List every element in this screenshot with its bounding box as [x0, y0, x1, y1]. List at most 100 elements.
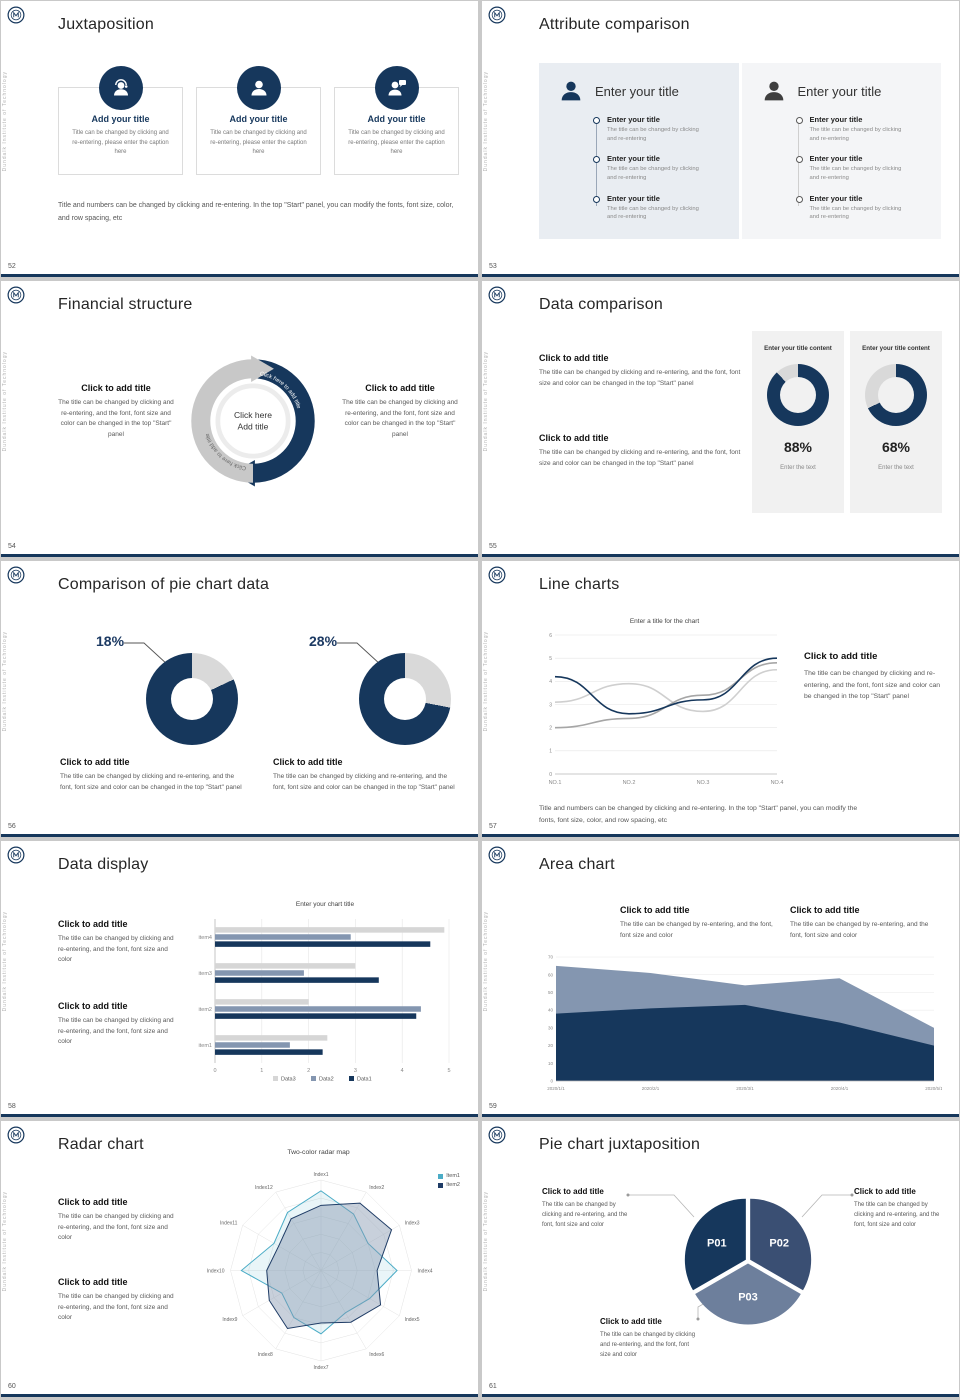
- block-title: Click to add title: [81, 383, 151, 393]
- svg-text:Index2: Index2: [369, 1185, 384, 1191]
- feature-card: Add your title Title can be changed by c…: [334, 66, 459, 175]
- text-block: Click to add title The title can be chan…: [58, 1001, 178, 1048]
- percent-value: 88%: [783, 439, 813, 455]
- card-caption: Title can be changed by clicking and re-…: [348, 130, 445, 156]
- block-title: Click to add title: [790, 905, 860, 915]
- block-title: Click to add title: [620, 905, 690, 915]
- slide-bottom-bar: [1, 834, 478, 837]
- attribute-panel-right: Enter your title Enter your title The ti…: [741, 63, 941, 239]
- svg-text:Index3: Index3: [405, 1220, 420, 1226]
- timeline-item-title: Enter your title: [607, 154, 660, 164]
- svg-text:6: 6: [549, 633, 552, 639]
- slide-60[interactable]: Dundalk Institute of Technology Radar ch…: [1, 1121, 478, 1397]
- university-logo-icon: [488, 6, 506, 24]
- slide-bottom-bar: [1, 274, 478, 277]
- vertical-sidetext: Dundalk Institute of Technology: [2, 631, 8, 732]
- text-block: Click to add title The title can be chan…: [539, 433, 744, 469]
- donut-column: 18% Click to add title The title can be …: [58, 623, 258, 823]
- block-caption: The title can be changed by re-entering,…: [790, 921, 929, 939]
- page-title: Pie chart juxtaposition: [539, 1136, 701, 1153]
- slide-59[interactable]: Dundalk Institute of Technology Area cha…: [482, 841, 959, 1117]
- slide-58[interactable]: Dundalk Institute of Technology Data dis…: [1, 841, 478, 1117]
- chart-title: Two-color radar map: [287, 1149, 350, 1156]
- radar-legend: Item1 Item2: [438, 1173, 460, 1191]
- text-block: Click to add title The title can be chan…: [790, 905, 942, 941]
- donut-card: Enter your title content 68% Enter the t…: [850, 331, 942, 513]
- donut-hole: [878, 377, 914, 413]
- person-icon: [557, 77, 585, 105]
- svg-text:Data3: Data3: [281, 1077, 296, 1083]
- text-block-left: Click to add title The title can be chan…: [542, 1187, 628, 1231]
- slide-55[interactable]: Dundalk Institute of Technology Data com…: [482, 281, 959, 557]
- slide-56[interactable]: Dundalk Institute of Technology Comparis…: [1, 561, 478, 837]
- legend-swatch: [438, 1173, 444, 1179]
- block-title: Click to add title: [365, 383, 435, 393]
- timeline-item: Enter your title The title can be change…: [593, 194, 727, 222]
- svg-text:2020/4/1: 2020/4/1: [831, 1086, 849, 1091]
- page-title: Juxtaposition: [58, 16, 154, 33]
- slide-bottom-bar: [1, 1114, 478, 1117]
- callout-line: [124, 642, 169, 666]
- slide-bottom-bar: [482, 554, 959, 557]
- legend-item: Item1: [438, 1173, 460, 1179]
- slide-bottom-bar: [1, 554, 478, 557]
- svg-text:P02: P02: [769, 1237, 789, 1249]
- text-block-right: Click to add title The title can be chan…: [339, 383, 461, 441]
- block-caption: The title can be changed by clicking and…: [542, 1202, 628, 1228]
- svg-text:0: 0: [550, 1079, 553, 1084]
- block-title: Click to add title: [804, 651, 878, 662]
- donut-hole: [780, 377, 816, 413]
- block-caption: The title can be changed by clicking and…: [273, 773, 455, 791]
- university-logo-icon: [7, 1126, 25, 1144]
- vertical-sidetext: Dundalk Institute of Technology: [483, 71, 489, 172]
- svg-text:item1: item1: [199, 1043, 212, 1049]
- slide-number: 60: [8, 1383, 16, 1390]
- cycle-diagram: Click here Add title Click here to add t…: [191, 355, 315, 487]
- donut-column: 28% Click to add title The title can be …: [271, 623, 471, 823]
- svg-text:NO.2: NO.2: [623, 780, 636, 786]
- block-caption: The title can be changed by clicking and…: [539, 369, 741, 387]
- slide-57[interactable]: Dundalk Institute of Technology Line cha…: [482, 561, 959, 837]
- feature-cards: Add your title Title can be changed by c…: [58, 65, 460, 175]
- slide-52[interactable]: Dundalk Institute of Technology Juxtapos…: [1, 1, 478, 277]
- slide-54[interactable]: Dundalk Institute of Technology Financia…: [1, 281, 478, 557]
- block-title: Click to add title: [542, 1187, 604, 1196]
- timeline-item: Enter your title The title can be change…: [795, 154, 930, 182]
- pie-chart: P02 P03 P01: [684, 1197, 812, 1325]
- person-icon: [760, 77, 788, 105]
- vertical-sidetext: Dundalk Institute of Technology: [483, 351, 489, 452]
- slide-61[interactable]: Dundalk Institute of Technology Pie char…: [482, 1121, 959, 1397]
- svg-text:2020/3/1: 2020/3/1: [736, 1086, 754, 1091]
- card-caption: Title can be changed by clicking and re-…: [210, 130, 307, 156]
- legend-item: Item2: [438, 1182, 460, 1188]
- text-block-left: Click to add title The title can be chan…: [55, 383, 177, 441]
- svg-text:NO.3: NO.3: [697, 780, 710, 786]
- text-block-right: Click to add title The title can be chan…: [854, 1187, 942, 1231]
- svg-text:Index4: Index4: [418, 1269, 433, 1275]
- arrowhead-gray: [251, 355, 274, 383]
- svg-text:NO.1: NO.1: [549, 780, 562, 786]
- text-block: Click to add title The title can be chan…: [620, 905, 775, 941]
- svg-text:3: 3: [549, 702, 552, 708]
- page-title: Attribute comparison: [539, 16, 690, 33]
- svg-text:5: 5: [447, 1068, 450, 1074]
- svg-text:4: 4: [549, 679, 552, 685]
- university-logo-icon: [488, 566, 506, 584]
- timeline-item-title: Enter your title: [809, 115, 863, 124]
- svg-text:2020/1/1: 2020/1/1: [547, 1086, 565, 1091]
- area-chart: 0 10 20 30 40 50 60 70 2020/1/1 2020/2/1 2020/3/1 2…: [538, 953, 943, 1093]
- timeline-item-title: Enter your title: [809, 154, 863, 164]
- vertical-sidetext: Dundalk Institute of Technology: [2, 1191, 8, 1292]
- svg-text:item4: item4: [199, 935, 212, 941]
- timeline-item: Enter your title The title can be change…: [795, 115, 930, 143]
- timeline: Enter your title The title can be change…: [795, 115, 930, 222]
- slide-53[interactable]: Dundalk Institute of Technology Attribut…: [482, 1, 959, 277]
- timeline-item-caption: The title can be changed by clicking and…: [809, 127, 902, 142]
- slide-bottom-bar: [482, 834, 959, 837]
- slide-number: 56: [8, 823, 16, 830]
- block-title: Click to add title: [58, 919, 128, 929]
- svg-text:60: 60: [548, 972, 554, 977]
- svg-text:2: 2: [307, 1068, 310, 1074]
- vertical-sidetext: Dundalk Institute of Technology: [2, 911, 8, 1012]
- block-caption: The title can be changed by clicking and…: [58, 1017, 174, 1046]
